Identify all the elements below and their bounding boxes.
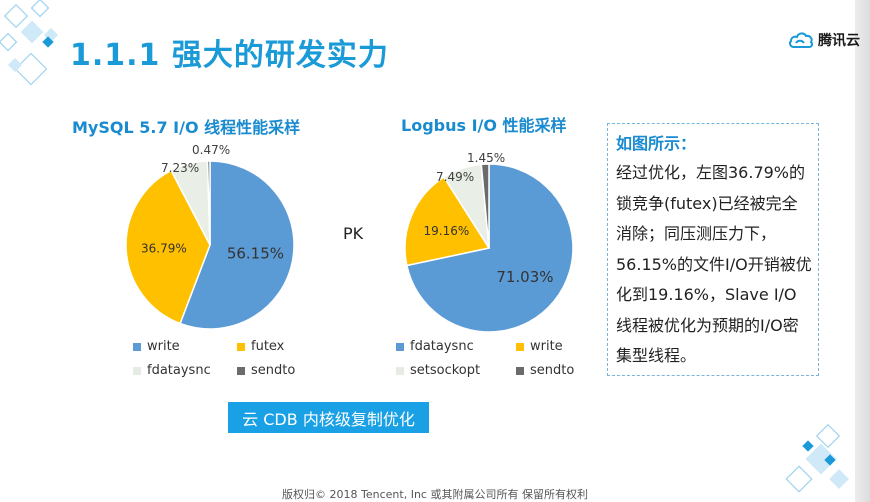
chart-1-slice-futex	[125, 169, 211, 325]
chart-2-slice-sendto	[480, 163, 490, 249]
chart-1-legend-swatch-futex	[237, 342, 245, 351]
brand-name: 腾讯云	[818, 33, 860, 49]
chart-1-legend-fdataysnc: fdataysnc	[133, 363, 237, 378]
chart-1-slice-write	[179, 160, 295, 330]
note-heading: 如图所示：	[616, 134, 697, 153]
chart-1-legend-label-sendto: sendto	[251, 363, 296, 378]
decorative-squares-top-left	[0, 0, 59, 86]
chart-2-legend-swatch-setsockopt	[396, 366, 404, 375]
banner-label: 云 CDB 内核级复制优化	[228, 402, 429, 433]
chart-2-label-fdataysnc: 71.03%	[496, 268, 553, 286]
chart-1-legend-swatch-fdataysnc	[133, 366, 141, 375]
slide-title: 1.1.1 强大的研发实力	[70, 38, 389, 73]
chart-2-legend-swatch-sendto	[516, 366, 524, 375]
brand-logo: 腾讯云	[788, 30, 860, 50]
chart-2-legend-swatch-write	[516, 342, 524, 351]
chart-2-legend-setsockopt: setsockopt	[396, 363, 516, 378]
slide-edge-strip	[855, 0, 870, 502]
chart-1-legend-label-futex: futex	[251, 339, 285, 354]
chart-2-label-setsockopt: 7.49%	[436, 170, 475, 184]
chart-1-legend-futex: futex	[237, 339, 337, 354]
chart-1-legend-swatch-write	[133, 342, 141, 351]
chart-2-slice-fdataysnc	[405, 163, 574, 333]
note-box: 如图所示： 经过优化，左图36.79%的锁竞争(futex)已经被完全消除；同压…	[607, 123, 819, 376]
chart-2-legend-label-sendto: sendto	[530, 363, 575, 378]
chart-1-legend-swatch-sendto	[237, 366, 245, 375]
chart-2-legend: fdataysnc write setsockopt sendto	[396, 339, 616, 378]
chart-2-legend-label-fdataysnc: fdataysnc	[410, 339, 474, 354]
chart-2-legend-label-setsockopt: setsockopt	[410, 363, 481, 378]
chart-1-legend-label-write: write	[147, 339, 180, 354]
chart-2-label-sendto: 1.45%	[467, 151, 506, 165]
chart-1-label-sendto: 0.47%	[192, 143, 231, 157]
chart-1-legend: write futex fdataysnc sendto	[133, 339, 337, 378]
chart-1-label-fdataysnc: 7.23%	[161, 161, 200, 175]
chart-1-label-futex: 36.79%	[141, 242, 187, 256]
chart-2-legend-fdataysnc: fdataysnc	[396, 339, 516, 354]
chart-2-title: Logbus I/O 性能采样	[401, 116, 567, 135]
chart-2-pie: 71.03% 19.16%	[404, 163, 574, 333]
copyright-footer: 版权归© 2018 Tencent, Inc 或其附属公司所有 保留所有权利	[282, 488, 588, 501]
decorative-squares-bottom-right	[785, 423, 849, 493]
chart-2-legend-label-write: write	[530, 339, 563, 354]
cloud-icon	[789, 32, 814, 48]
chart-1-slice-sendto	[206, 160, 211, 246]
chart-1-legend-label-fdataysnc: fdataysnc	[147, 363, 211, 378]
chart-2-label-write: 19.16%	[424, 224, 470, 238]
chart-1-title: MySQL 5.7 I/O 线程性能采样	[72, 118, 301, 137]
chart-1-legend-sendto: sendto	[237, 363, 337, 378]
chart-2-legend-swatch-fdataysnc	[396, 342, 404, 351]
chart-1-legend-write: write	[133, 339, 237, 354]
chart-1-pie: 56.15% 36.79%	[125, 160, 295, 330]
chart-2-slice-write	[404, 176, 491, 267]
note-body: 经过优化，左图36.79%的锁竞争(futex)已经被完全消除；同压测压力下，5…	[616, 163, 812, 365]
chart-2-legend-write: write	[516, 339, 616, 354]
chart-1-label-write: 56.15%	[227, 244, 284, 262]
chart-2-legend-sendto: sendto	[516, 363, 616, 378]
pk-label: PK	[343, 224, 364, 243]
